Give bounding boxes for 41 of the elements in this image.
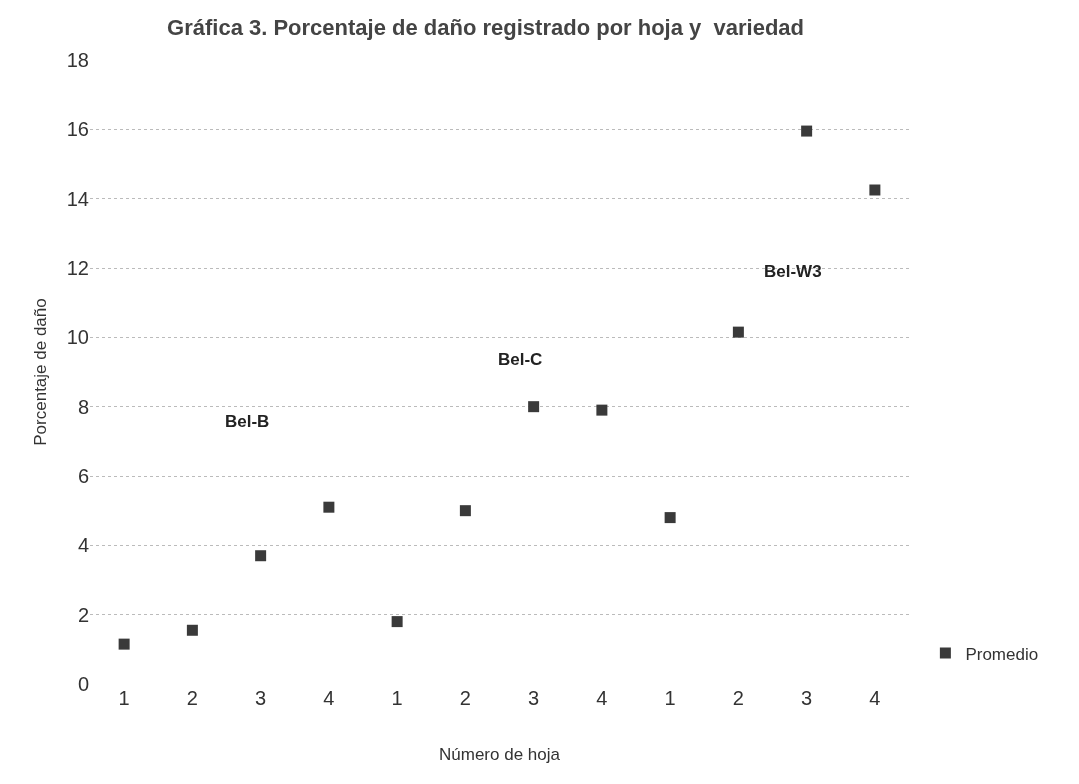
x-tick-label: 3 (801, 687, 813, 709)
annotation: Bel-W3 (764, 262, 822, 281)
y-axis-title: Porcentaje de daño (31, 298, 50, 446)
x-tick-label: 1 (118, 687, 130, 709)
point (118, 638, 130, 650)
x-tick-label: 2 (459, 687, 471, 709)
point (391, 616, 403, 628)
y-tick-label: 14 (66, 187, 89, 210)
y-tick-label: 0 (77, 673, 89, 695)
y-tick-label: 16 (66, 118, 89, 141)
y-tick-label: 6 (77, 465, 89, 487)
y-tick-label: 12 (66, 257, 89, 279)
y-tick-label: 4 (77, 534, 89, 557)
x-tick-label: 1 (391, 687, 403, 709)
y-tick-label: 18 (66, 49, 89, 71)
point (664, 512, 676, 524)
point (801, 125, 813, 137)
x-tick-label: 4 (323, 687, 335, 709)
x-tick-label: 1 (664, 687, 676, 709)
x-tick-label: 4 (596, 687, 608, 709)
legend-label: Promedio (965, 644, 1039, 664)
annotation: Bel-B (225, 412, 270, 431)
point (459, 505, 471, 517)
chart-title: Gráfica 3. Porcentaje de daño registrado por hoja y variedad (167, 15, 805, 40)
point (528, 401, 540, 413)
x-axis-title: Número de hoja (439, 745, 561, 765)
point (323, 501, 335, 513)
x-tick-label: 3 (255, 687, 267, 709)
x-tick-label: 2 (732, 687, 744, 709)
y-tick-label: 8 (77, 395, 89, 418)
x-tick-label: 3 (528, 687, 540, 709)
point (596, 404, 608, 416)
y-tick-label: 2 (77, 603, 89, 626)
point (186, 624, 198, 636)
point (732, 326, 744, 338)
x-tick-label: 4 (869, 687, 881, 709)
annotation: Bel-C (498, 350, 543, 369)
y-tick-label: 10 (66, 326, 89, 349)
point (255, 550, 267, 562)
x-tick-label: 2 (186, 687, 198, 709)
point (869, 184, 881, 196)
